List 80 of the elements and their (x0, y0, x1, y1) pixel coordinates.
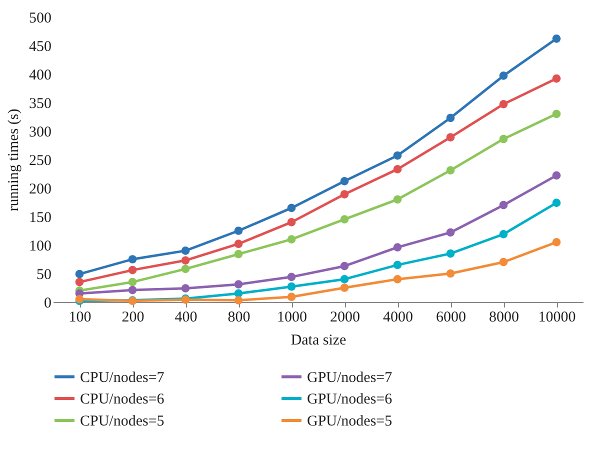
point (446, 166, 455, 175)
point (181, 264, 190, 274)
point (340, 275, 349, 284)
x-tick-label: 400 (174, 310, 198, 326)
legend-label: CPU/nodes=6 (80, 392, 165, 408)
point (181, 284, 190, 292)
y-tick-label: 150 (29, 210, 52, 226)
point (128, 266, 137, 274)
point (552, 198, 561, 207)
point (499, 134, 508, 144)
y-tick-label: 200 (29, 182, 52, 198)
point (234, 250, 243, 258)
point (393, 165, 402, 174)
point (552, 110, 561, 118)
y-tick-label: 350 (29, 96, 52, 112)
point (499, 72, 508, 80)
y-tick-label: 50 (36, 267, 52, 283)
point (393, 275, 402, 284)
point (340, 215, 349, 224)
y-tick-label: 250 (29, 153, 52, 169)
point (499, 200, 508, 210)
legend-label: GPU/nodes=7 (307, 370, 393, 386)
x-tick-label: 2000 (330, 310, 360, 326)
point (287, 272, 296, 282)
x-tick-label: 10000 (538, 310, 576, 326)
y-axis-title: running times (s) (6, 108, 22, 212)
point (446, 269, 455, 278)
point (552, 74, 561, 83)
point (499, 258, 508, 266)
legend-label: GPU/nodes=5 (307, 414, 392, 430)
x-tick-label: 8000 (489, 310, 519, 326)
y-tick-label: 0 (44, 296, 52, 312)
point (499, 100, 508, 108)
point (552, 238, 561, 246)
point (128, 286, 137, 294)
point (552, 171, 561, 180)
point (340, 284, 349, 292)
point (340, 176, 349, 186)
x-tick-label: 6000 (436, 310, 466, 326)
y-tick-label: 450 (29, 39, 52, 55)
y-tick-label: 500 (29, 10, 52, 26)
point (234, 240, 243, 248)
point (287, 218, 296, 226)
point (128, 255, 137, 264)
legend-label: GPU/nodes=6 (307, 392, 393, 408)
y-tick-label: 100 (29, 238, 52, 254)
point (499, 230, 508, 238)
point (446, 249, 455, 258)
x-tick-label: 4000 (383, 310, 413, 326)
legend-label: CPU/nodes=7 (80, 370, 165, 386)
y-tick-label: 300 (29, 124, 52, 140)
point (340, 190, 349, 198)
x-tick-label: 200 (122, 310, 144, 326)
point (287, 235, 296, 244)
x-axis-title: Data size (290, 332, 347, 348)
point (340, 262, 349, 270)
legend-label: CPU/nodes=5 (80, 414, 164, 430)
point (393, 243, 402, 252)
point (287, 292, 296, 302)
point (552, 34, 561, 43)
x-tick-label: 1000 (277, 310, 307, 326)
point (234, 280, 243, 289)
point (287, 282, 296, 291)
point (181, 256, 190, 265)
point (393, 195, 402, 204)
point (181, 246, 190, 255)
point (287, 204, 296, 212)
point (75, 278, 84, 286)
point (393, 151, 402, 160)
point (393, 260, 402, 270)
point (446, 114, 455, 122)
y-tick-label: 400 (29, 68, 52, 84)
x-tick-label: 800 (228, 310, 250, 326)
point (446, 133, 455, 142)
point (128, 278, 137, 286)
point (75, 270, 84, 278)
point (234, 296, 243, 304)
point (446, 228, 455, 237)
point (234, 226, 243, 235)
x-tick-label: 100 (68, 310, 92, 326)
